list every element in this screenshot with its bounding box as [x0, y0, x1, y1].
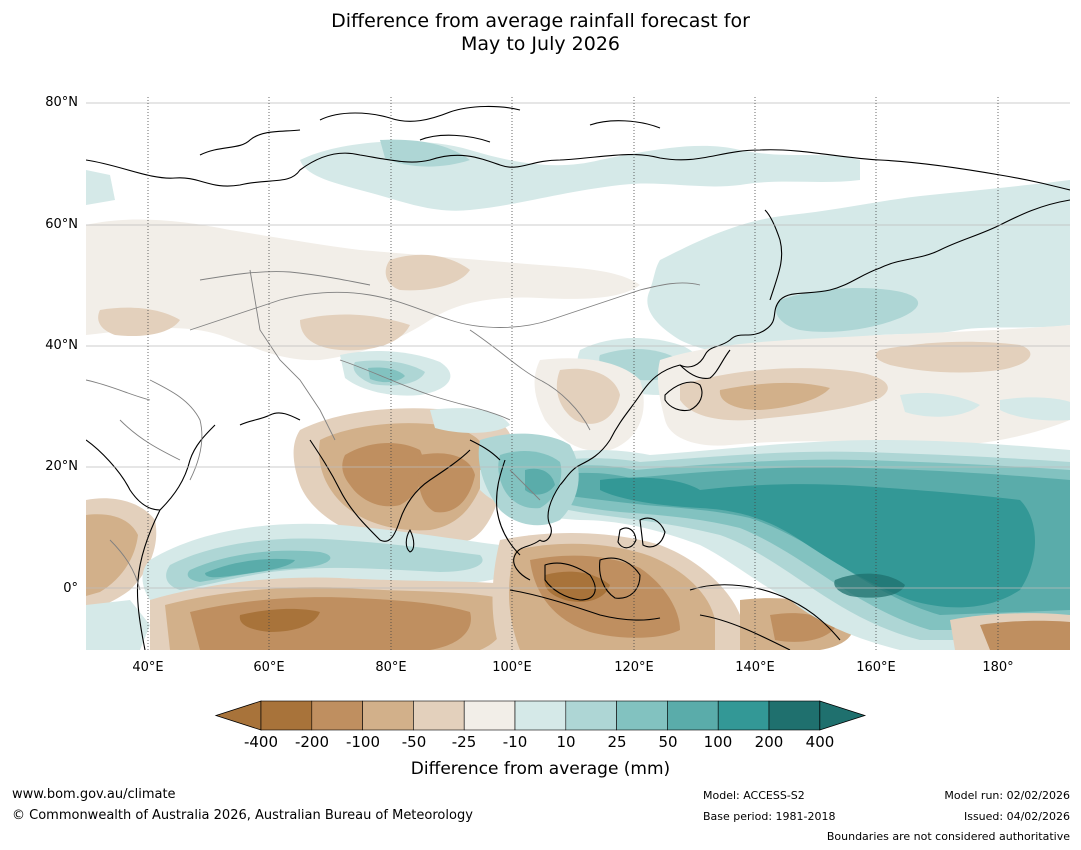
colorbar-swatch: [717, 700, 770, 731]
lat-label-0: 0°: [63, 581, 78, 596]
colorbar-label: 100: [703, 733, 733, 751]
colorbar-swatch: [768, 700, 821, 731]
colorbar-title: Difference from average (mm): [410, 759, 671, 779]
colorbar-swatch: [413, 700, 465, 731]
colorbar-swatch: [616, 700, 668, 731]
title-line-2: May to July 2026: [461, 33, 620, 55]
colorbar-label: 25: [607, 733, 627, 751]
lat-label-20n: 20°N: [45, 459, 78, 474]
model-run-text: Model run: 02/02/2026: [944, 789, 1070, 802]
colorbar: [214, 700, 867, 731]
colorbar-label: -100: [345, 733, 381, 751]
lon-label-160e: 160°E: [856, 660, 896, 675]
lat-label-40n: 40°N: [45, 338, 78, 353]
country-borders: [86, 269, 701, 591]
colorbar-swatch: [311, 700, 363, 731]
colorbar-label: -25: [451, 733, 477, 751]
dry-region-east-africa: [86, 498, 157, 612]
colorbar-swatch: [565, 700, 617, 731]
base-period-text: Base period: 1981-2018: [703, 810, 836, 823]
colorbar-label: 10: [556, 733, 576, 751]
dry-region-pacific-core: [719, 382, 830, 410]
dry-region-maritime-continent: [492, 533, 854, 650]
colorbar-label: -10: [502, 733, 528, 751]
graticule: [86, 97, 1070, 650]
dry-region-india: [293, 408, 513, 545]
colorbar-swatch: [260, 700, 313, 731]
lon-label-80e: 80°E: [375, 660, 407, 675]
colorbar-label: 200: [754, 733, 784, 751]
lon-label-100e: 100°E: [492, 660, 532, 675]
colorbar-label: -50: [401, 733, 427, 751]
colorbar-extend-high: [819, 700, 867, 731]
colorbar-swatch: [514, 700, 567, 731]
dry-region-south-indian-ocean: [150, 577, 531, 650]
colorbar-swatch: [667, 700, 719, 731]
anomaly-contours: [86, 97, 1070, 650]
colorbar-swatch: [463, 700, 516, 731]
issued-text: Issued: 04/02/2026: [963, 810, 1070, 823]
disclaimer-text: Boundaries are not considered authoritat…: [826, 830, 1070, 843]
colorbar-label: -400: [243, 733, 279, 751]
colorbar-label: 50: [658, 733, 678, 751]
map-title: Difference from average rainfall forecas…: [0, 10, 1081, 56]
lon-label-120e: 120°E: [614, 660, 654, 675]
bom-url-link[interactable]: www.bom.gov.au/climate: [12, 787, 176, 802]
model-text: Model: ACCESS-S2: [703, 789, 805, 802]
title-line-1: Difference from average rainfall forecas…: [331, 10, 750, 32]
colorbar-swatch: [362, 700, 414, 731]
colorbar-extend-low: [214, 700, 262, 731]
dry-region-south-pacific: [86, 393, 1070, 650]
lat-label-80n: 80°N: [45, 95, 78, 110]
colorbar-label: 400: [805, 733, 835, 751]
wet-region-west-pacific: [480, 440, 1070, 650]
wet-region-southeast-asia: [340, 350, 579, 526]
lat-label-60n: 60°N: [45, 217, 78, 232]
lon-label-40e: 40°E: [132, 660, 164, 675]
copyright-text: © Commonwealth of Australia 2026, Austra…: [12, 808, 473, 823]
colorbar-label: -200: [294, 733, 330, 751]
lon-label-60e: 60°E: [253, 660, 285, 675]
lon-label-180: 180°: [982, 660, 1014, 675]
lon-label-140e: 140°E: [735, 660, 775, 675]
